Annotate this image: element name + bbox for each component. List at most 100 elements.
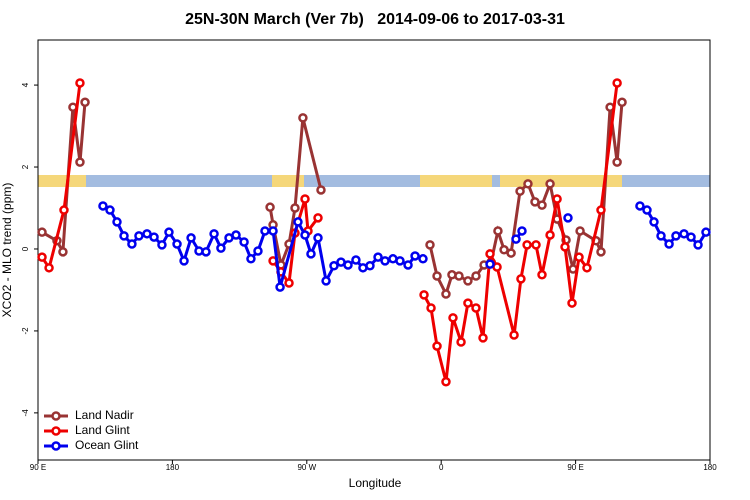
data-point — [656, 231, 666, 241]
data-point — [454, 271, 464, 281]
data-point — [105, 205, 115, 215]
y-tick-label: 2 — [21, 164, 30, 169]
data-point — [545, 179, 555, 189]
data-point — [149, 232, 159, 242]
data-point — [418, 254, 428, 264]
legend-label: Land Glint — [75, 423, 130, 437]
land-band — [420, 175, 492, 187]
legend-marker — [51, 411, 61, 421]
series — [98, 201, 711, 292]
legend-label: Land Nadir — [75, 408, 134, 422]
data-point — [59, 205, 69, 215]
data-point — [642, 205, 652, 215]
data-point — [44, 263, 54, 273]
data-point — [679, 229, 689, 239]
data-point — [596, 247, 606, 257]
data-point — [511, 234, 521, 244]
data-point — [478, 333, 488, 343]
data-point — [515, 186, 525, 196]
x-tick-label: 180 — [166, 463, 180, 472]
data-point — [612, 157, 622, 167]
land-band — [38, 175, 86, 187]
data-point — [441, 289, 451, 299]
data-point — [432, 341, 442, 351]
data-point — [425, 240, 435, 250]
data-point — [395, 256, 405, 266]
data-point — [617, 97, 627, 108]
data-point — [635, 201, 645, 211]
data-point — [380, 256, 390, 266]
data-point — [693, 240, 703, 250]
data-point — [231, 230, 241, 240]
data-point — [201, 247, 211, 257]
data-point — [441, 376, 451, 387]
data-point — [80, 97, 90, 108]
data-point — [293, 217, 303, 227]
data-point — [209, 229, 219, 239]
data-point — [567, 298, 577, 308]
y-tick-label: -2 — [21, 327, 30, 335]
data-point — [563, 213, 573, 223]
data-point — [351, 255, 361, 265]
data-point — [574, 252, 584, 262]
data-point — [456, 337, 466, 347]
data-point — [321, 276, 331, 286]
x-tick-label: 90 E — [30, 463, 46, 472]
data-point — [403, 260, 413, 270]
data-point — [58, 247, 68, 257]
data-point — [575, 226, 585, 236]
data-point — [448, 313, 458, 323]
data-point — [671, 231, 681, 241]
data-point — [300, 194, 310, 204]
data-point — [216, 243, 226, 253]
data-point — [432, 271, 442, 281]
data-point — [329, 261, 339, 271]
y-axis-title: XCO2 - MLO trend (ppm) — [0, 183, 14, 318]
data-point — [545, 230, 555, 240]
data-point — [179, 256, 189, 266]
legend-marker — [51, 441, 61, 451]
data-point — [365, 261, 375, 271]
data-point — [239, 237, 249, 247]
x-tick-label: 90 W — [297, 463, 316, 472]
data-point — [664, 239, 674, 249]
data-point — [316, 185, 326, 195]
data-point — [612, 78, 622, 88]
data-point — [112, 217, 122, 227]
data-point — [506, 248, 516, 258]
data-point — [300, 230, 310, 240]
x-tick-label: 180 — [703, 463, 717, 472]
data-point — [172, 239, 182, 249]
data-point — [537, 200, 547, 210]
data-point — [306, 249, 316, 259]
data-point — [596, 205, 606, 215]
data-point — [582, 263, 592, 273]
y-tick-label: -4 — [21, 409, 30, 417]
chart-title: 25N-30N March (Ver 7b) 2014-09-06 to 201… — [185, 11, 565, 28]
data-point — [265, 202, 275, 212]
data-point — [290, 203, 300, 213]
land-ocean-strip — [38, 175, 710, 187]
data-point — [246, 254, 256, 264]
data-point — [701, 227, 711, 237]
data-point — [313, 233, 323, 243]
y-tick-label: 0 — [21, 246, 30, 251]
data-point — [517, 226, 527, 236]
data-point — [531, 240, 541, 250]
data-point — [509, 330, 519, 340]
data-point — [537, 270, 547, 280]
data-point — [373, 252, 383, 262]
data-point — [127, 239, 137, 249]
data-point — [284, 278, 294, 288]
data-point — [499, 245, 509, 255]
data-point — [426, 303, 436, 313]
x-axis-title: Longitude — [349, 476, 402, 490]
data-point — [298, 113, 308, 123]
data-point — [75, 157, 85, 167]
x-tick-label: 0 — [439, 463, 444, 472]
data-point — [560, 242, 570, 252]
data-point — [275, 282, 285, 292]
data-point — [485, 249, 495, 259]
